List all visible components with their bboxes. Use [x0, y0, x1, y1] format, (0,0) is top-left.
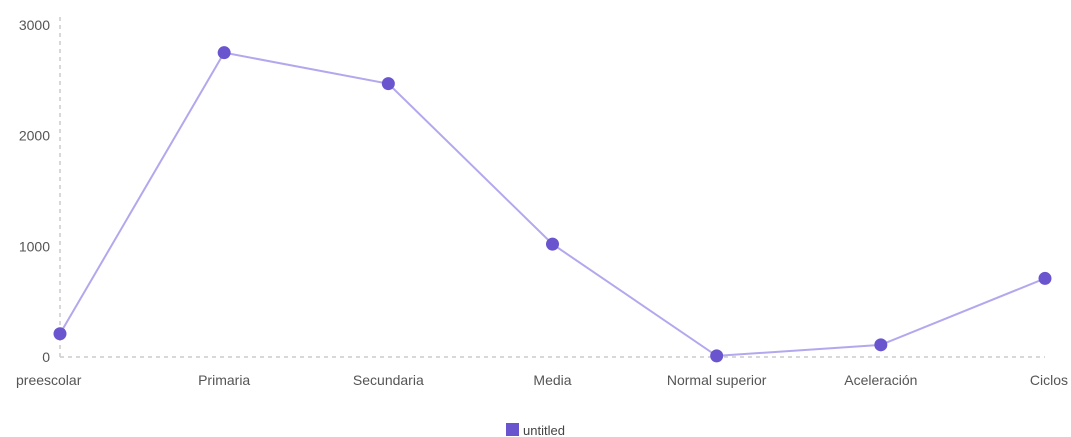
x-tick-label: Primaria — [198, 372, 250, 388]
series-line-layer — [59, 51, 1046, 357]
legend[interactable]: untitled — [506, 423, 565, 437]
series-line — [59, 51, 1046, 357]
data-point[interactable] — [217, 46, 231, 60]
x-tick-label: Normal superior — [667, 372, 767, 388]
data-point[interactable] — [53, 327, 67, 341]
y-tick-label: 2000 — [19, 128, 50, 144]
x-tick-label: Media — [533, 372, 571, 388]
y-tick-label: 3000 — [19, 17, 50, 33]
data-point[interactable] — [1038, 271, 1052, 285]
data-points-layer — [53, 46, 1052, 363]
data-point[interactable] — [874, 338, 888, 352]
x-tick-label: Secundaria — [353, 372, 424, 388]
x-tick-label: preescolar — [16, 372, 82, 388]
data-point[interactable] — [710, 349, 724, 363]
x-tick-label: Ciclos — [1030, 372, 1068, 388]
axes-layer: 0 1000 2000 3000 preescolar Primaria Secundari… — [16, 17, 1068, 388]
legend-swatch[interactable] — [506, 423, 519, 436]
x-tick-label: Aceleración — [844, 372, 917, 388]
data-point[interactable] — [381, 77, 395, 91]
y-tick-label: 0 — [42, 349, 50, 365]
y-tick-label: 1000 — [19, 238, 50, 254]
data-point[interactable] — [546, 237, 559, 251]
legend-label[interactable]: untitled — [523, 423, 565, 437]
